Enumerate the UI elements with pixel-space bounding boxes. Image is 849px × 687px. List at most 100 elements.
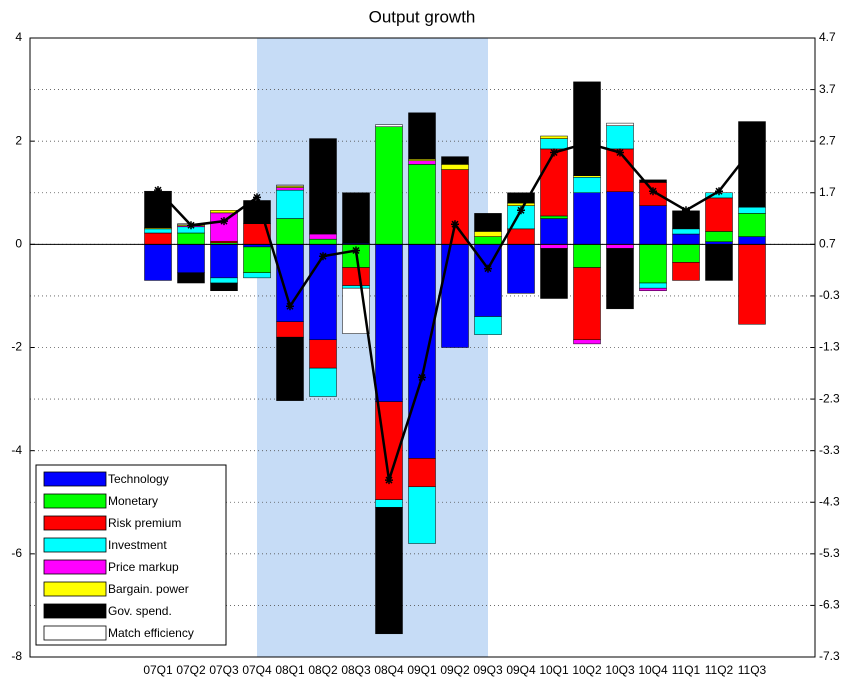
x-tick-label: 10Q3 (605, 663, 635, 677)
bar-segment (276, 184, 304, 187)
bar-segment (342, 192, 370, 244)
x-tick-label: 09Q4 (506, 663, 536, 677)
legend-swatch (43, 493, 107, 509)
bar-segment (507, 202, 535, 206)
x-tick-label: 09Q1 (407, 663, 437, 677)
bar-segment (606, 248, 634, 310)
line-marker (319, 252, 327, 261)
bar-segment (738, 244, 766, 325)
bar-segment (408, 486, 436, 544)
bar-segment (738, 206, 766, 214)
line-marker (154, 186, 162, 195)
y2-tick-label: 2.7 (819, 133, 836, 147)
bar-segment (474, 316, 502, 335)
bar-segment (573, 267, 601, 341)
bar-segment (210, 244, 238, 279)
y2-tick-label: -4.3 (819, 494, 840, 508)
line-marker (748, 144, 756, 153)
x-tick-label: 09Q3 (473, 663, 503, 677)
y2-tick-label: -6.3 (819, 598, 840, 612)
x-tick-label: 08Q1 (275, 663, 305, 677)
bar-segment (606, 122, 634, 126)
bar-segment (441, 244, 469, 348)
bar-segment (309, 339, 337, 369)
x-tick-label: 08Q2 (308, 663, 338, 677)
line-marker (484, 264, 492, 273)
bar-segment (540, 218, 568, 245)
bar-segment (144, 191, 172, 229)
y2-tick-label: 1.7 (819, 185, 836, 199)
bar-segment (276, 218, 304, 245)
x-tick-label: 10Q2 (572, 663, 602, 677)
bar-segment (342, 267, 370, 286)
bar-segment (441, 156, 469, 165)
y2-tick-label: 0.7 (819, 237, 836, 251)
bar-segment (309, 233, 337, 240)
bar-segment (210, 210, 238, 214)
bar-segment (441, 169, 469, 245)
bar-segment (309, 244, 337, 341)
x-tick-label: 07Q2 (176, 663, 206, 677)
bar-segment (342, 285, 370, 289)
line-marker (286, 302, 294, 311)
bar-segment (210, 282, 238, 292)
legend-swatch (43, 625, 107, 641)
legend-swatch (43, 537, 107, 553)
bar-segment (177, 272, 205, 284)
bar-segment (672, 244, 700, 263)
line-marker (715, 187, 723, 196)
bar-segment (573, 177, 601, 193)
bar-segment (474, 231, 502, 237)
bar-segment (540, 215, 568, 219)
y2-tick-label: -2.3 (819, 391, 840, 405)
y-tick-label: 4 (15, 30, 22, 44)
bar-segment (738, 121, 766, 208)
legend-label: Match efficiency (108, 626, 194, 640)
legend-label: Gov. spend. (108, 604, 172, 618)
legend-swatch (43, 603, 107, 619)
y-tick-label: -4 (11, 443, 22, 457)
legend-label: Risk premium (108, 516, 181, 530)
x-tick-label: 11Q2 (705, 663, 734, 677)
bar-segment (540, 248, 568, 299)
bar-segment (573, 192, 601, 245)
plot-frame (29, 37, 816, 658)
bar-segment (177, 232, 205, 245)
y-tick-label: 2 (15, 133, 22, 147)
line-marker (550, 148, 558, 157)
bar-segment (639, 287, 667, 292)
y-tick-label: -8 (11, 649, 22, 663)
bar-segment (540, 135, 568, 139)
x-tick-label: 08Q3 (341, 663, 371, 677)
legend-label: Monetary (108, 494, 158, 508)
y-tick-label: -6 (11, 546, 22, 560)
bar-segment (243, 246, 271, 273)
bar-segment (375, 507, 403, 635)
legend-swatch (43, 515, 107, 531)
bar-segment (540, 138, 568, 150)
bar-segment (375, 124, 403, 127)
bar-segment (507, 228, 535, 245)
bar-segment (672, 228, 700, 235)
y2-tick-label: 4.7 (819, 30, 836, 44)
bar-segment (705, 231, 733, 243)
line-marker (583, 139, 591, 148)
x-tick-label: 07Q1 (143, 663, 173, 677)
bar-segment (375, 244, 403, 402)
bar-segment (276, 336, 304, 401)
line-marker (616, 148, 624, 157)
bar-segment (738, 213, 766, 237)
bar-segment (705, 197, 733, 232)
line-marker (253, 193, 261, 202)
y2-tick-label: 3.7 (819, 82, 836, 96)
line-marker (220, 217, 228, 226)
bar-segment (540, 244, 568, 249)
bar-segment (144, 228, 172, 234)
legend-swatch (43, 559, 107, 575)
bar-segment (243, 272, 271, 279)
y-tick-label: 0 (15, 237, 22, 251)
bar-segment (639, 179, 667, 183)
bar-segment (639, 205, 667, 245)
bar-segment (507, 244, 535, 294)
